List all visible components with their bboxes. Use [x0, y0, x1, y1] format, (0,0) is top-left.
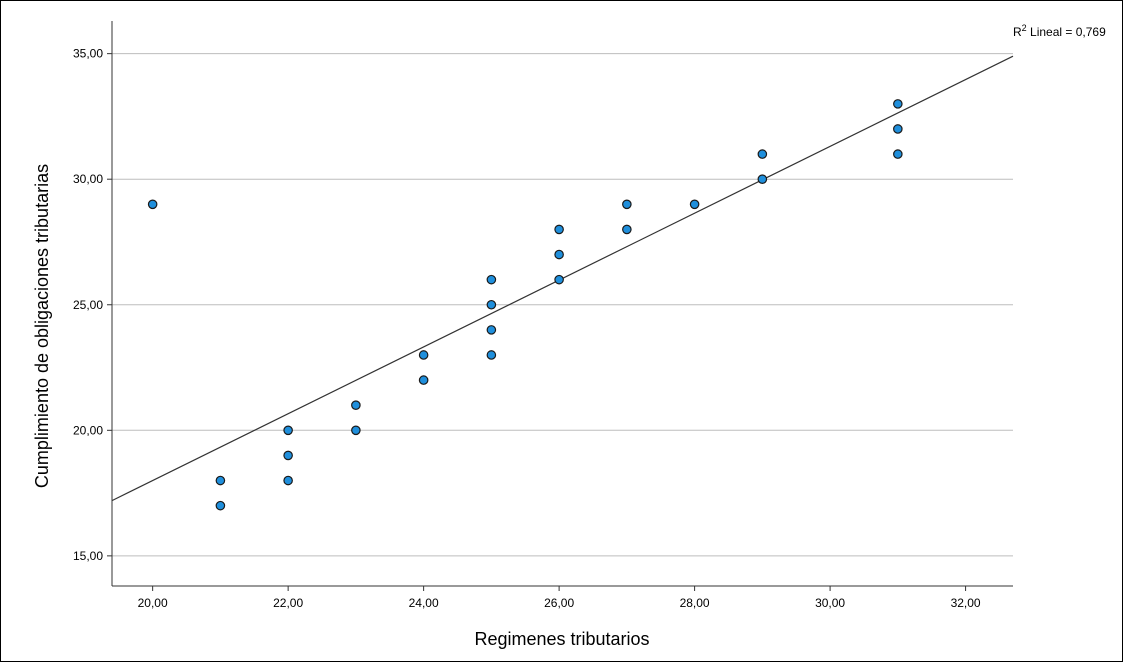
axes — [111, 21, 1013, 587]
data-point — [622, 224, 632, 235]
data-point — [283, 425, 293, 436]
x-tick-label: 32,00 — [951, 596, 981, 610]
y-tick-label: 25,00 — [73, 298, 103, 312]
r2-label-prefix: R — [1013, 25, 1022, 39]
data-point — [418, 350, 429, 360]
y-tick-label: 30,00 — [73, 172, 103, 186]
data-points — [147, 99, 903, 511]
data-point — [351, 400, 361, 410]
data-point — [554, 224, 564, 235]
data-point — [486, 299, 497, 310]
x-tick-label: 26,00 — [544, 596, 574, 610]
r2-label-sup: 2 — [1022, 23, 1027, 33]
x-tick-label: 20,00 — [138, 596, 168, 610]
data-point — [554, 249, 564, 260]
x-tick-label: 22,00 — [273, 596, 303, 610]
y-tick-label: 35,00 — [73, 47, 103, 61]
y-axis-title: Cumplimiento de obligaciones tributarias — [32, 164, 52, 488]
data-point — [689, 199, 700, 210]
y-ticks: 15,00 20,00 25,00 30,00 35,00 — [73, 47, 112, 563]
data-point — [893, 124, 903, 134]
data-point — [486, 274, 497, 285]
data-point — [893, 99, 903, 109]
x-tick-label: 24,00 — [409, 596, 439, 610]
data-point — [486, 325, 497, 335]
x-ticks: 20,00 22,00 24,00 26,00 28,00 30,00 32,00 — [138, 586, 981, 610]
grid-lines — [112, 53, 1013, 557]
y-tick-label: 20,00 — [73, 423, 103, 437]
data-point — [215, 475, 226, 486]
x-tick-label: 28,00 — [680, 596, 710, 610]
y-tick-label: 15,00 — [73, 549, 103, 563]
data-point — [893, 149, 903, 159]
data-point — [283, 450, 293, 461]
data-point — [757, 174, 768, 184]
data-point — [215, 500, 226, 511]
data-point — [418, 375, 429, 385]
data-point — [757, 149, 768, 159]
data-point — [554, 274, 564, 285]
r2-label-rest: Lineal = 0,769 — [1027, 25, 1106, 39]
x-axis-title: Regimenes tributarios — [474, 629, 649, 649]
data-point — [622, 199, 632, 210]
data-point — [351, 425, 361, 436]
data-point — [486, 350, 497, 360]
data-point — [283, 475, 293, 486]
r2-label: R2 Lineal = 0,769 — [1013, 23, 1106, 39]
x-tick-label: 30,00 — [815, 596, 845, 610]
data-point — [147, 199, 158, 210]
